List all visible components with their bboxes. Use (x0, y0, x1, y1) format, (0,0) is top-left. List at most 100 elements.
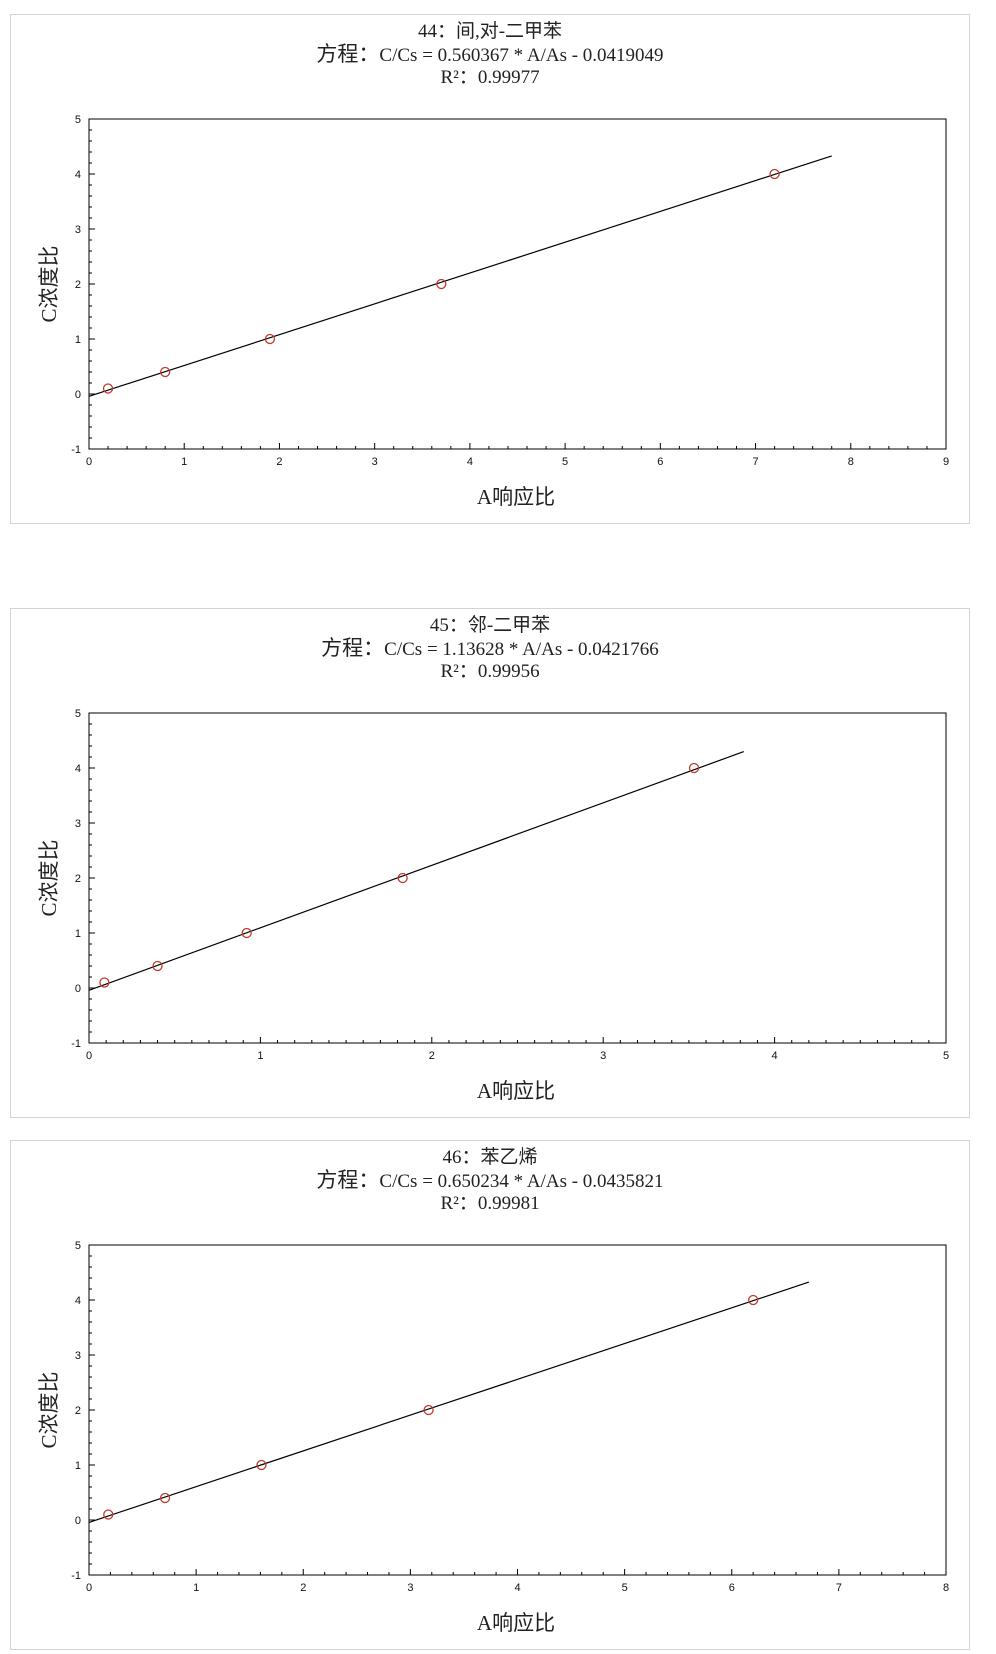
x-tick-label: 8 (943, 1582, 949, 1594)
x-tick-label: 2 (429, 1050, 435, 1062)
fit-line (88, 751, 744, 991)
y-tick-label: -1 (71, 444, 81, 456)
y-tick-label: 0 (75, 983, 81, 995)
x-tick-label: 0 (86, 1582, 92, 1594)
fit-line (88, 155, 832, 397)
y-tick-label: 3 (75, 1350, 81, 1362)
chart-r2: R²：0.99981 (11, 1193, 969, 1215)
x-tick-label: 1 (181, 456, 187, 468)
x-tick-label: 0 (86, 456, 92, 468)
x-tick-label: 3 (600, 1050, 606, 1062)
y-tick-label: 1 (75, 928, 81, 940)
r2-value: 0.99956 (477, 661, 540, 682)
chart-panel-1: 44：间,对-二甲苯 方程：C/Cs = 0.560367 * A/As - 0… (10, 14, 970, 524)
x-tick-label: 2 (276, 456, 282, 468)
chart-equation: 方程：C/Cs = 0.650234 * A/As - 0.0435821 (11, 1169, 969, 1193)
x-tick-label: 1 (257, 1050, 263, 1062)
equation-label: 方程： (321, 636, 385, 660)
y-axis-label: C浓度比 (37, 1371, 61, 1449)
y-tick-label: 2 (75, 1405, 81, 1417)
y-axis-label: C浓度比 (37, 839, 61, 917)
x-tick-label: 3 (407, 1582, 413, 1594)
data-point (160, 366, 171, 378)
plot-frame (88, 118, 947, 450)
x-tick-label: 5 (622, 1582, 628, 1594)
data-point (159, 1492, 171, 1504)
plot-svg: 0 1 2 3 4 5 6 7 8 -1 0 1 2 3 4 5 (71, 1240, 949, 1594)
y-tick-label: -1 (71, 1038, 81, 1050)
data-point (256, 1459, 267, 1471)
y-tick-label: 1 (75, 334, 81, 346)
r2-value: 0.99977 (477, 67, 540, 88)
data-point (397, 872, 408, 884)
x-tick-label: 5 (943, 1050, 949, 1062)
y-tick-label: 1 (75, 1460, 81, 1472)
x-tick-label: 9 (943, 456, 949, 468)
y-tick-label: 0 (75, 389, 81, 401)
chart-r2: R²：0.99956 (11, 661, 969, 683)
r2-label: R²： (440, 661, 478, 682)
data-point (423, 1404, 434, 1416)
chart-title: 45：邻-二甲苯 (429, 615, 551, 636)
x-axis-label: A响应比 (476, 1611, 556, 1635)
plot-svg: 0 1 2 3 4 5 -1 0 1 2 3 4 5 (71, 708, 949, 1062)
x-axis-label: A响应比 (476, 485, 556, 509)
data-point (769, 168, 780, 180)
chart-title-block: 45：邻-二甲苯 方程：C/Cs = 1.13628 * A/As - 0.04… (11, 615, 969, 683)
data-point (688, 762, 700, 774)
x-tick-label: 4 (514, 1582, 520, 1594)
y-tick-label: 4 (75, 1295, 81, 1307)
x-tick-label: 5 (562, 456, 568, 468)
chart-title: 46：苯乙烯 (442, 1147, 538, 1168)
fit-line (88, 1281, 810, 1523)
x-tick-label: 4 (772, 1050, 778, 1062)
x-tick-label: 0 (86, 1050, 92, 1062)
equation-text: C/Cs = 1.13628 * A/As - 0.0421766 (384, 639, 659, 660)
y-tick-label: 5 (75, 1240, 81, 1252)
chart-equation: 方程：C/Cs = 0.560367 * A/As - 0.0419049 (11, 43, 969, 67)
x-tick-label: 8 (848, 456, 854, 468)
x-tick-label: 3 (372, 456, 378, 468)
y-axis-label: C浓度比 (37, 245, 61, 323)
x-tick-label: 6 (729, 1582, 735, 1594)
y-tick-label: 3 (75, 818, 81, 830)
plot-frame (88, 712, 947, 1044)
data-point (436, 278, 447, 290)
equation-label: 方程： (316, 1168, 380, 1192)
y-tick-label: 5 (75, 708, 81, 720)
chart-title-block: 46：苯乙烯 方程：C/Cs = 0.650234 * A/As - 0.043… (11, 1147, 969, 1215)
data-point (241, 927, 252, 939)
x-tick-label: 6 (657, 456, 663, 468)
plot-frame (88, 1244, 947, 1576)
data-point (102, 383, 114, 394)
y-tick-label: 4 (75, 763, 81, 775)
chart-title: 44：间,对-二甲苯 (417, 21, 563, 42)
equation-label: 方程： (316, 42, 380, 66)
r2-label: R²： (440, 67, 478, 88)
y-tick-label: 5 (75, 114, 81, 126)
r2-label: R²： (440, 1193, 478, 1214)
data-point (99, 977, 110, 988)
r2-value: 0.99981 (477, 1193, 540, 1214)
data-point (748, 1294, 759, 1306)
x-tick-label: 1 (193, 1582, 199, 1594)
y-tick-label: 4 (75, 169, 81, 181)
chart-equation: 方程：C/Cs = 1.13628 * A/As - 0.0421766 (11, 637, 969, 661)
plot-svg: 0 1 2 3 4 5 6 7 8 9 -1 0 1 2 3 4 5 (71, 114, 949, 468)
x-axis-label: A响应比 (476, 1079, 556, 1103)
equation-text: C/Cs = 0.560367 * A/As - 0.0419049 (379, 45, 664, 66)
data-point (103, 1509, 114, 1520)
chart-title-block: 44：间,对-二甲苯 方程：C/Cs = 0.560367 * A/As - 0… (11, 21, 969, 89)
chart-panel-2: 45：邻-二甲苯 方程：C/Cs = 1.13628 * A/As - 0.04… (10, 608, 970, 1118)
data-point (152, 960, 163, 972)
x-tick-label: 7 (836, 1582, 842, 1594)
y-tick-label: 3 (75, 224, 81, 236)
x-tick-label: 2 (300, 1582, 306, 1594)
y-tick-label: -1 (71, 1570, 81, 1582)
y-tick-label: 2 (75, 279, 81, 291)
data-point (264, 333, 276, 345)
chart-panel-3: 46：苯乙烯 方程：C/Cs = 0.650234 * A/As - 0.043… (10, 1140, 970, 1650)
y-tick-label: 0 (75, 1515, 81, 1527)
equation-text: C/Cs = 0.650234 * A/As - 0.0435821 (379, 1171, 664, 1192)
x-tick-label: 4 (467, 456, 473, 468)
